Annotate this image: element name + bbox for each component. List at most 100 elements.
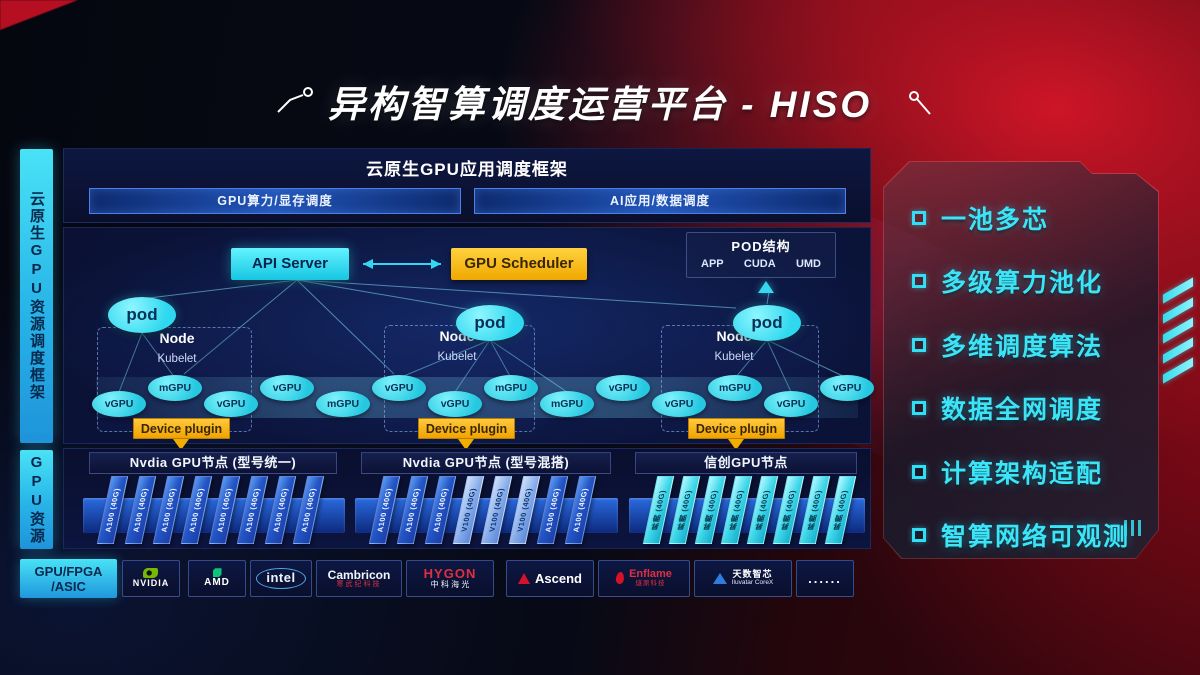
square-bullet-icon [912, 528, 926, 543]
circuit-node-icon-left [277, 87, 313, 113]
bar-ai-data-scheduling: AI应用/数据调度 [474, 188, 846, 214]
vendor-logo-enflame: Enflame 燧原科技 [598, 560, 690, 597]
gpu-ellipse-vgpu: vGPU [596, 375, 650, 401]
iluvatar-logo: 天数智芯 Iluvatar CoreX [712, 569, 773, 586]
device-plugin-2: Device plugin [418, 418, 515, 439]
feature-item: 多维调度算法 [912, 313, 1152, 377]
gpu-ellipse-mgpu: mGPU [484, 375, 538, 401]
cambricon-wordmark: Cambricon [327, 567, 391, 582]
features-list: 一池多芯多级算力池化 多维调度算法 数据全网调度 计算架构适配 智算网络可观测 [912, 186, 1152, 567]
gpu-group-title-2: Nvdia GPU节点 (型号混搭) [361, 452, 611, 474]
hygon-chinese: 中 科 海 光 [430, 580, 470, 590]
hazard-stripes [1163, 277, 1193, 386]
gpu-ellipse-mgpu: mGPU [708, 375, 762, 401]
pod-item-umd: UMD [795, 258, 821, 270]
square-bullet-icon [912, 337, 926, 352]
kubelet-label-1: Kubelet [157, 353, 197, 365]
framework-title: 云原生GPU应用调度框架 [366, 160, 568, 179]
device-plugin-3: Device plugin [688, 418, 785, 439]
pod-ellipse-2: pod [456, 305, 524, 341]
gpu-ellipse-vgpu: vGPU [92, 391, 146, 417]
gpu-ellipse-vgpu: vGPU [820, 375, 874, 401]
pod-ellipse-1: pod [108, 297, 176, 333]
vendor-logo-amd: AMD [188, 560, 246, 597]
api-server-box: API Server [231, 248, 349, 280]
feature-item: 智算网络可观测 [912, 504, 1152, 568]
gpu-ellipse-vgpu: vGPU [764, 391, 818, 417]
gpu-ellipse-mgpu: mGPU [316, 391, 370, 417]
gpu-group-title-1: Nvdia GPU节点 (型号统一) [89, 452, 337, 474]
enflame-wordmark: Enflame [629, 568, 672, 581]
pod-structure-title: POD结构 [731, 239, 791, 254]
feature-label: 多维调度算法 [941, 332, 1104, 361]
cambricon-chinese: 寒武纪科技 [336, 581, 382, 589]
gpu-ellipse-vgpu: vGPU [372, 375, 426, 401]
vendor-logo-iluvatar: 天数智芯 Iluvatar CoreX [694, 560, 792, 597]
gpu-ellipse-vgpu: vGPU [428, 391, 482, 417]
enflame-flame-icon [615, 571, 625, 585]
framework-panel: 云原生GPU应用调度框架 GPU算力/显存调度 AI应用/数据调度 [63, 148, 871, 223]
gpu-shelf-3 [629, 498, 865, 533]
gpu-ellipse-vgpu: vGPU [204, 391, 258, 417]
nvidia-eye-icon [143, 568, 159, 579]
ascend-logo: Ascend [518, 571, 582, 586]
amd-arrow-icon [212, 568, 222, 578]
gpu-ellipse-mgpu: mGPU [148, 375, 202, 401]
square-bullet-icon [912, 210, 926, 225]
nvidia-wordmark: NVIDIA [132, 578, 170, 589]
feature-label: 数据全网调度 [941, 396, 1104, 425]
kubelet-label-2: Kubelet [437, 351, 477, 363]
features-panel [884, 162, 1158, 558]
cambricon-logo: Cambricon 寒武纪科技 [327, 567, 391, 589]
device-plugin-arrow-2 [458, 439, 474, 450]
feature-label: 多级算力池化 [941, 269, 1104, 298]
feature-label: 一池多芯 [941, 205, 1050, 234]
hazard-stripe [1163, 357, 1193, 384]
hygon-logo: HYGON 中 科 海 光 [424, 567, 477, 589]
vendor-logo-nvidia: NVIDIA [122, 560, 180, 597]
pod-structure-arrow [758, 281, 774, 293]
feature-item: 数据全网调度 [912, 377, 1152, 441]
more-vendors-dots: ...... [808, 571, 842, 586]
feature-label: 计算架构适配 [941, 459, 1104, 488]
feature-item: 多级算力池化 [912, 250, 1152, 314]
bar-gpu-compute-scheduling: GPU算力/显存调度 [89, 188, 461, 214]
device-plugin-1: Device plugin [133, 418, 230, 439]
amd-logo: AMD [204, 568, 230, 589]
circuit-node-icon-right [909, 91, 931, 115]
gpu-group-title-3: 信创GPU节点 [635, 452, 857, 474]
ascend-icon [518, 573, 531, 584]
bidirectional-arrow [363, 259, 441, 269]
gpu-ellipse-vgpu: vGPU [652, 391, 706, 417]
iluvatar-icon [712, 573, 727, 584]
device-plugin-arrow-3 [728, 439, 744, 450]
corner-decoration [0, 0, 78, 30]
ascend-wordmark: Ascend [535, 571, 582, 586]
rail-gpu-resources: GPU资源 [20, 450, 53, 549]
kubelet-label-3: Kubelet [714, 351, 754, 363]
gpu-nodes-panel: Nvdia GPU节点 (型号统一) Nvdia GPU节点 (型号混搭) 信创… [63, 448, 871, 549]
pod-structure-box: POD结构 APP CUDA UMD [686, 232, 836, 278]
enflame-logo: Enflame 燧原科技 [615, 569, 672, 587]
vendor-logo-ascend: Ascend [506, 560, 594, 597]
enflame-chinese: 燧原科技 [635, 579, 666, 587]
nvidia-logo: NVIDIA [133, 568, 170, 588]
hygon-wordmark: HYGON [423, 566, 477, 582]
enflame-text: Enflame 燧原科技 [629, 569, 672, 587]
gpu-ellipse-vgpu: vGPU [260, 375, 314, 401]
vendor-logo-hygon: HYGON 中 科 海 光 [406, 560, 494, 597]
pod-item-cuda: CUDA [743, 258, 776, 270]
node-label-1: Node [159, 330, 195, 346]
iluvatar-chinese: 天数智芯 [732, 569, 773, 580]
vendor-logo-intel: intel [250, 560, 312, 597]
pod-item-app: APP [701, 258, 724, 270]
square-bullet-icon [912, 401, 926, 416]
square-bullet-icon [912, 464, 926, 479]
vendor-logo-cambricon: Cambricon 寒武纪科技 [316, 560, 402, 597]
feature-item: 计算架构适配 [912, 440, 1152, 504]
vendor-category-label: GPU/FPGA /ASIC [20, 559, 117, 598]
vendor-logo-dots: ...... [796, 560, 854, 597]
gpu-ellipse-mgpu: mGPU [540, 391, 594, 417]
feature-label: 智算网络可观测 [941, 523, 1131, 552]
